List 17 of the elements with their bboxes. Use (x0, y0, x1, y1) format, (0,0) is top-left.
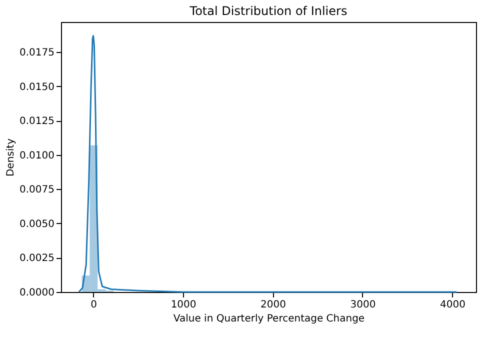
y-tick-label: 0.0050 (20, 218, 54, 230)
y-tick-label: 0.0150 (20, 82, 54, 93)
x-tick-label: 4000 (440, 300, 466, 310)
y-axis-title: Density (6, 138, 17, 177)
x-tick-label: 0 (90, 300, 97, 310)
y-tick-label: 0.0075 (20, 184, 54, 196)
y-tick-label: 0.0175 (20, 48, 54, 59)
line-series (78, 34, 458, 293)
y-tick-label: 0.0125 (20, 116, 54, 128)
y-tick-label: 0.0025 (20, 253, 54, 264)
y-tick-label: 0.0000 (20, 288, 54, 298)
x-axis-title: Value in Quarterly Percentage Change (173, 314, 365, 324)
y-tick-label: 0.0100 (20, 150, 54, 162)
x-tick-label: 2000 (260, 300, 286, 310)
chart-title: Total Distribution of Inliers (188, 4, 348, 18)
x-tick-label: 1000 (170, 300, 196, 310)
x-tick-label: 3000 (350, 300, 376, 310)
